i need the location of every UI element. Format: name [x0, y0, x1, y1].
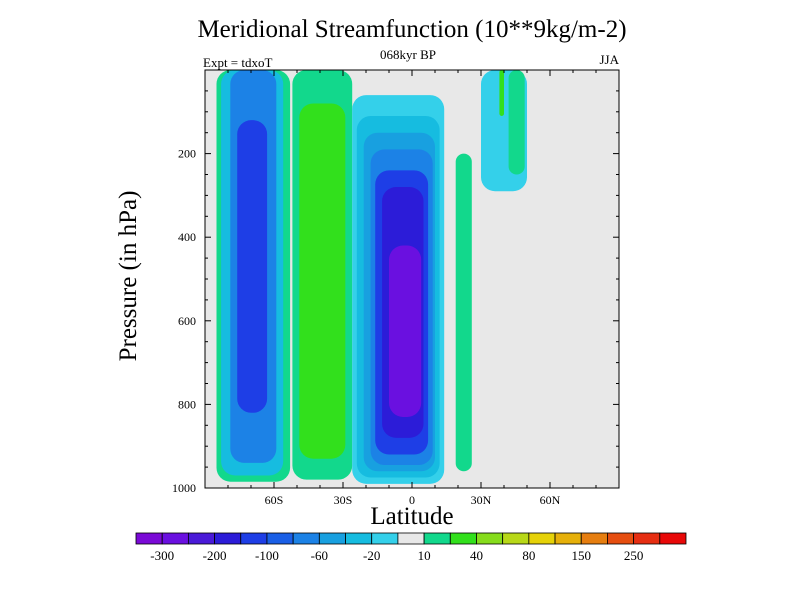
colorbar-swatch [397, 532, 425, 545]
x-tick-label: 0 [409, 493, 415, 507]
colorbar-swatch [607, 532, 635, 545]
colorbar-label: 250 [624, 548, 644, 563]
contour-region-southern-positive [299, 103, 346, 459]
colorbar-swatch [318, 532, 346, 545]
colorbar-swatch [292, 532, 320, 545]
colorbar-label: -300 [150, 548, 174, 563]
colorbar-label: 40 [470, 548, 483, 563]
y-tick-label: 400 [178, 230, 196, 244]
colorbar-swatch [449, 532, 477, 545]
y-tick-label: 800 [178, 397, 196, 411]
colorbar-swatch [371, 532, 399, 545]
colorbar-swatch [161, 532, 189, 545]
colorbar-swatch [240, 532, 268, 545]
colorbar-label: -100 [255, 548, 279, 563]
colorbar-swatch [266, 532, 294, 545]
season-label: JJA [599, 52, 619, 67]
colorbar-swatch [345, 532, 373, 545]
colorbar-label: 10 [418, 548, 431, 563]
colorbar-swatch [659, 532, 687, 545]
y-tick-label: 200 [178, 147, 196, 161]
contour-plot-area [205, 70, 619, 488]
experiment-label: Expt = tdxoT [203, 55, 273, 70]
x-tick-label: 30S [334, 493, 353, 507]
y-tick-label: 1000 [172, 481, 196, 495]
contour-region-northern-upper-cell [499, 70, 504, 116]
x-tick-label: 60N [540, 493, 561, 507]
chart-title: Meridional Streamfunction (10**9kg/m-2) [197, 16, 627, 43]
colorbar-label: -200 [203, 548, 227, 563]
colorbar-swatch [476, 532, 504, 545]
colorbar-swatch [580, 532, 608, 545]
y-tick-label: 600 [178, 314, 196, 328]
colorbar-swatch [423, 532, 451, 545]
contour-region-northern-upper-cell [508, 70, 525, 175]
colorbar-swatch [187, 532, 215, 545]
colorbar-swatch [135, 532, 163, 545]
plot-axes: 60S 30S 0 30N 60N 200 400 600 800 1000 [172, 69, 620, 507]
colorbar-swatch [528, 532, 556, 545]
contour-region-northern-positive [455, 153, 472, 472]
x-axis-label: Latitude [370, 503, 454, 530]
colorbar-swatch [633, 532, 661, 545]
colorbar-swatch [502, 532, 530, 545]
colorbar: -300 -200 -100 -60 -20 10 40 80 150 250 [135, 532, 687, 563]
colorbar-swatch [554, 532, 582, 545]
contour-region-tropical-cell [389, 245, 422, 417]
x-tick-label: 30N [471, 493, 492, 507]
colorbar-swatch [214, 532, 242, 545]
colorbar-label: -60 [311, 548, 328, 563]
colorbar-label: 150 [571, 548, 591, 563]
x-tick-label: 60S [265, 493, 284, 507]
chart-subtitle: 068kyr BP [380, 47, 436, 62]
colorbar-label: -20 [363, 548, 380, 563]
contour-region-southern-cell [237, 120, 268, 413]
colorbar-label: 80 [522, 548, 535, 563]
